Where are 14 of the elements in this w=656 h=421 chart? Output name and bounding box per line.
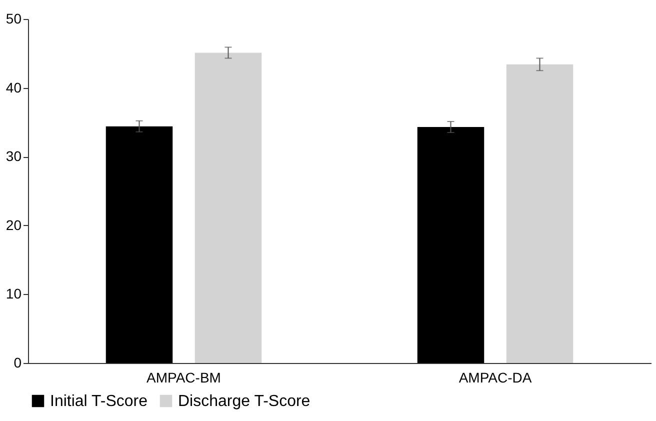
bar [506,64,574,363]
y-tick-label: 10 [6,286,22,302]
legend-label: Discharge T-Score [178,393,310,410]
bar [417,127,484,363]
bar [106,126,173,363]
y-tick-label: 20 [6,216,22,233]
x-tick-label: AMPAC-BM [146,370,221,386]
y-tick-label: 0 [14,354,22,370]
bar [194,52,262,363]
x-tick-label: AMPAC-DA [458,370,532,386]
legend-label: Initial T-Score [50,393,148,410]
y-tick-label: 50 [6,10,22,26]
y-tick-label: 30 [6,148,22,164]
y-tick-label: 40 [6,79,22,96]
